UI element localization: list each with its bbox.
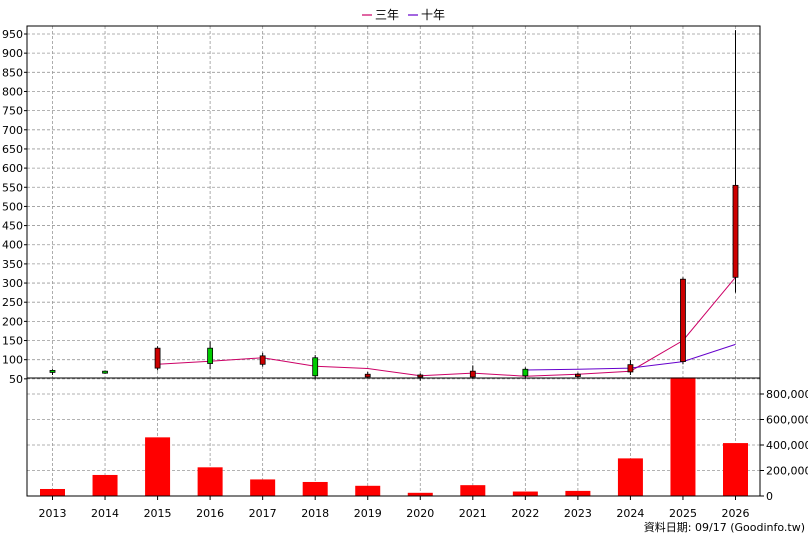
candle-body	[732, 184, 739, 278]
year-tick-label: 2021	[459, 507, 487, 520]
legend-item-0: 三年	[362, 8, 399, 22]
candle-body	[522, 368, 529, 377]
price-axis-ticks: 50 100 150 200 250 300 350 400 450 500 550 600 650 70…	[2, 28, 27, 386]
candle-body	[259, 355, 266, 365]
volume-bar-2018	[302, 481, 328, 496]
year-tick-label: 2014	[91, 507, 119, 520]
volume-axis-ticks: 0 200,000 400,000 600,000 800,000	[760, 388, 808, 503]
price-grid	[27, 26, 760, 380]
candle-body	[102, 370, 108, 374]
price-tick-label: 500	[2, 200, 23, 213]
candle-2017	[259, 352, 266, 367]
year-tick-label: 2026	[722, 507, 750, 520]
candle-2025	[680, 277, 686, 365]
price-tick-label: 550	[2, 181, 23, 194]
candle-body	[312, 357, 319, 377]
year-tick-label: 2025	[669, 507, 697, 520]
volume-tick-label: 0	[766, 490, 773, 503]
candle-2024	[627, 359, 634, 376]
candle-2026	[732, 30, 739, 293]
year-tick-label: 2020	[406, 507, 434, 520]
candle-2022	[522, 367, 529, 379]
year-tick-label: 2023	[564, 507, 592, 520]
price-tick-label: 600	[2, 162, 23, 175]
price-tick-label: 250	[2, 296, 23, 309]
volume-grid	[27, 378, 760, 496]
price-tick-label: 750	[2, 105, 23, 118]
moving-average-lines	[157, 276, 736, 377]
price-candles	[49, 30, 739, 381]
data-date-footer: 資料日期: 09/17 (Goodinfo.tw)	[644, 520, 805, 534]
volume-bar-2015	[145, 437, 171, 496]
year-tick-label: 2013	[39, 507, 67, 520]
candle-body	[627, 364, 634, 373]
year-tick-label: 2015	[144, 507, 172, 520]
legend-item-1: 十年	[408, 8, 445, 22]
volume-bar-2017	[250, 479, 276, 496]
volume-bar-2016	[197, 467, 223, 496]
volume-bars	[40, 377, 748, 496]
candle-2014	[102, 370, 108, 374]
candle-body	[680, 278, 686, 362]
price-tick-label: 850	[2, 66, 23, 79]
candle-2013	[49, 369, 56, 376]
candle-body	[417, 374, 424, 378]
candle-2019	[364, 371, 371, 379]
year-tick-label: 2019	[354, 507, 382, 520]
candle-2021	[469, 365, 476, 379]
volume-bar-2013	[40, 488, 65, 496]
candle-body	[154, 347, 161, 369]
candle-body	[207, 347, 214, 364]
price-tick-label: 100	[2, 354, 23, 367]
legend: 三年 十年	[362, 8, 445, 22]
year-tick-label: 2017	[249, 507, 277, 520]
price-frame	[26, 25, 761, 379]
year-tick-label: 2016	[196, 507, 224, 520]
volume-bar-2025	[670, 377, 696, 496]
price-tick-label: 950	[2, 28, 23, 41]
volume-bar-2020	[407, 492, 433, 496]
price-tick-label: 900	[2, 47, 23, 60]
price-tick-label: 400	[2, 239, 23, 252]
volume-bar-2019	[355, 485, 381, 496]
price-tick-label: 150	[2, 335, 23, 348]
price-tick-label: 50	[9, 373, 23, 386]
price-tick-label: 650	[2, 143, 23, 156]
price-tick-label: 450	[2, 220, 23, 233]
year-axis-ticks: 2013 2014 2015 2016 2017 2018 2019 2020 2021 2022…	[39, 496, 750, 520]
volume-bar-2023	[565, 490, 591, 496]
legend-label: 三年	[375, 8, 399, 22]
candle-2018	[312, 355, 319, 380]
price-tick-label: 350	[2, 258, 23, 271]
volume-tick-label: 200,000	[766, 465, 808, 478]
volume-bar-2022	[512, 491, 538, 496]
candle-2023	[574, 372, 581, 379]
price-tick-label: 300	[2, 277, 23, 290]
volume-bar-2021	[460, 485, 486, 496]
year-tick-label: 2024	[616, 507, 644, 520]
price-tick-label: 700	[2, 124, 23, 137]
line-series-0	[157, 276, 736, 377]
price-tick-label: 800	[2, 85, 23, 98]
volume-bar-2026	[723, 443, 748, 496]
volume-tick-label: 800,000	[766, 388, 808, 401]
candle-2016	[207, 341, 214, 370]
candle-body	[364, 373, 371, 378]
candle-2015	[154, 346, 161, 371]
candle-body	[469, 370, 476, 378]
year-tick-label: 2018	[301, 507, 329, 520]
volume-tick-label: 400,000	[766, 439, 808, 452]
legend-label: 十年	[421, 8, 445, 22]
volume-frame	[26, 377, 761, 497]
candle-2020	[417, 373, 424, 381]
year-tick-label: 2022	[511, 507, 539, 520]
volume-bar-2024	[617, 458, 643, 496]
candle-body	[49, 370, 56, 373]
volume-tick-label: 600,000	[766, 414, 808, 427]
candle-body	[574, 373, 581, 377]
plot-frames	[26, 25, 761, 497]
volume-bar-2014	[92, 474, 118, 496]
price-tick-label: 200	[2, 315, 23, 328]
